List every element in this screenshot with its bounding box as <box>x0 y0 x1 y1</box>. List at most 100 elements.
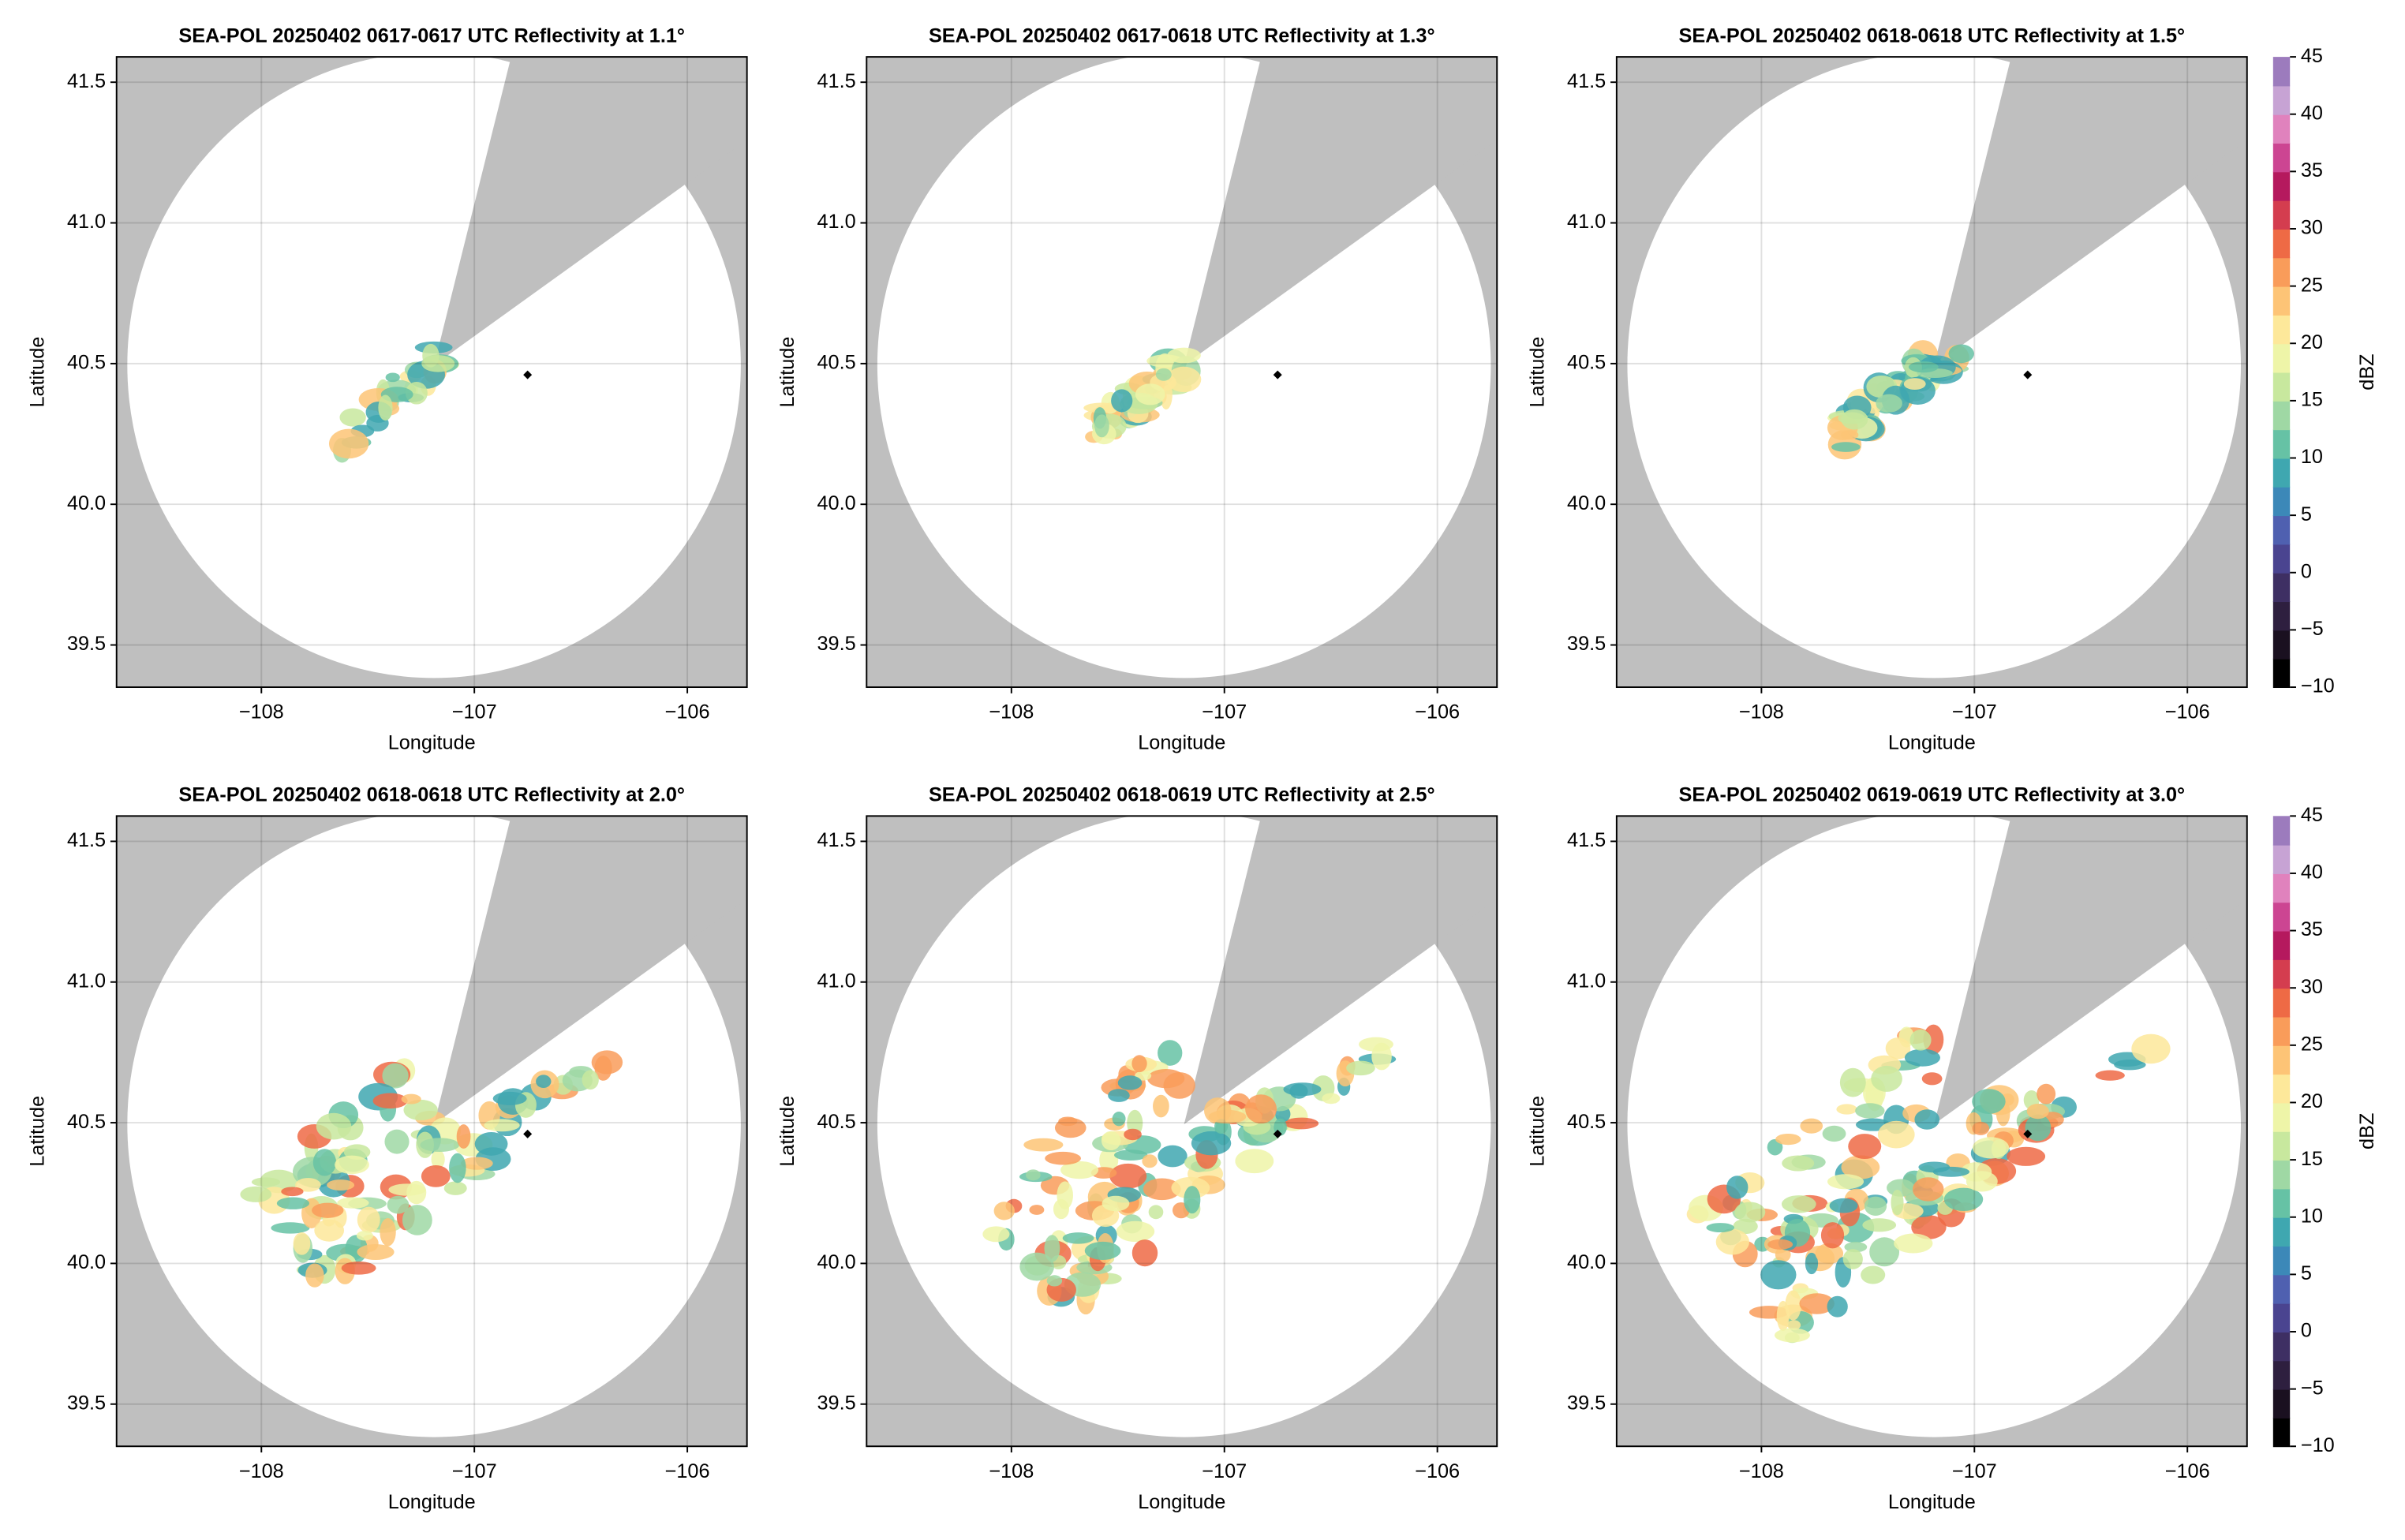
colorbar-cell <box>2272 343 2291 373</box>
echo <box>2095 1070 2125 1081</box>
colorbar-cell <box>2272 458 2291 488</box>
echo <box>1167 347 1201 364</box>
echo <box>1114 1149 1148 1161</box>
echo <box>1112 1112 1126 1127</box>
plot-frame <box>115 56 748 689</box>
chart-title: SEA-POL 20250402 0618-0619 UTC Reflectiv… <box>929 784 1435 806</box>
chart-title: SEA-POL 20250402 0618-0618 UTC Reflectiv… <box>178 784 685 806</box>
panel: −108 −107 −106 39.5 40.0 40.5 41.0 41.5 SEA-POL … <box>776 24 1498 754</box>
echo <box>1062 1232 1094 1244</box>
echo <box>1838 412 1865 424</box>
plot-area <box>866 57 1498 688</box>
echo <box>1786 1320 1801 1331</box>
plot-area <box>116 57 747 688</box>
echo <box>1800 1118 1823 1134</box>
x-axis-label: Longitude <box>388 732 476 754</box>
x-axis-label: Longitude <box>1888 1491 1976 1513</box>
colorbar-tick-label: 15 <box>2301 1148 2323 1170</box>
echo <box>1972 1121 1990 1135</box>
echo <box>341 1261 376 1275</box>
x-axis-label: Longitude <box>1138 1491 1225 1513</box>
echo <box>1774 1328 1810 1343</box>
blocked-sector <box>1184 57 1498 365</box>
echo <box>1775 1133 1801 1146</box>
echo <box>1861 1265 1886 1284</box>
colorbar-tick-label: 35 <box>2301 918 2323 940</box>
colorbar-tick-label: 35 <box>2301 159 2323 181</box>
y-axis-label: Latitude <box>1526 1096 1548 1167</box>
colorbar-cell <box>2272 400 2291 431</box>
echo <box>312 1149 337 1176</box>
colorbar-cell <box>2272 114 2291 144</box>
y-axis-label: Latitude <box>776 337 799 408</box>
x-tick-label: −108 <box>1739 1460 1784 1482</box>
echo <box>421 355 455 372</box>
y-tick-label: 39.5 <box>817 1392 855 1414</box>
echo <box>492 1091 527 1105</box>
colorbar-cell <box>2272 601 2291 631</box>
colorbar-tick-label: 10 <box>2301 1205 2323 1227</box>
colorbar-tick-label: 0 <box>2301 560 2312 582</box>
echo <box>327 1179 355 1191</box>
plot-frame <box>115 815 748 1448</box>
echo <box>1158 1040 1183 1066</box>
plot-frame <box>866 815 1498 1448</box>
y-axis-label: Latitude <box>26 1096 48 1167</box>
echo <box>402 1205 432 1235</box>
plot-area <box>116 816 747 1447</box>
echo <box>1734 1202 1766 1223</box>
echo <box>387 1195 410 1214</box>
colorbar-cell <box>2272 228 2291 259</box>
echo <box>1877 1120 1915 1149</box>
echo <box>474 1132 508 1156</box>
echo <box>1135 383 1165 406</box>
colorbar-cell <box>2272 844 2291 874</box>
colorbar-tick-label: 15 <box>2301 389 2323 411</box>
echo <box>1822 1125 1846 1142</box>
echo <box>305 1263 324 1288</box>
colorbar-cell <box>2272 1045 2291 1075</box>
plot-area <box>866 816 1498 1447</box>
echo <box>1827 1295 1848 1318</box>
y-tick-label: 41.5 <box>67 829 106 851</box>
colorbar-cell <box>2272 57 2291 87</box>
echo <box>240 1186 272 1202</box>
echo <box>1785 1290 1801 1321</box>
echo <box>312 1202 344 1218</box>
y-tick-label: 40.5 <box>67 1111 106 1133</box>
echo <box>1155 368 1172 381</box>
echo <box>1869 1237 1900 1267</box>
x-tick-label: −106 <box>2165 1460 2210 1482</box>
y-axis-label: Latitude <box>1526 337 1548 408</box>
colorbar-tick-label: 40 <box>2301 102 2323 124</box>
y-tick-label: 39.5 <box>67 633 106 655</box>
y-tick-label: 40.0 <box>1567 1251 1606 1273</box>
echo <box>1046 1275 1063 1287</box>
echo <box>1111 389 1133 413</box>
plot-frame <box>866 56 1498 689</box>
echo <box>316 1112 352 1140</box>
colorbar-cell <box>2272 1331 2291 1362</box>
echo <box>1815 1243 1844 1264</box>
y-tick-label: 41.5 <box>1567 829 1606 851</box>
echo <box>1805 1252 1819 1275</box>
panel: −108 −107 −106 39.5 40.0 40.5 41.0 41.5 SEA-POL … <box>1526 784 2378 1513</box>
colorbar-cell <box>2272 200 2291 230</box>
echo <box>403 1099 438 1121</box>
echo <box>1911 1215 1947 1239</box>
echo <box>1862 1218 1897 1232</box>
colorbar-cell <box>2272 1016 2291 1046</box>
plot-frame <box>1615 815 2248 1448</box>
echo <box>1836 1104 1857 1115</box>
colorbar-cell <box>2272 257 2291 287</box>
blocked-sector <box>1934 816 2247 1125</box>
colorbar-cell <box>2272 1188 2291 1218</box>
x-tick-label: −106 <box>1415 701 1460 723</box>
echo <box>356 1231 374 1241</box>
echo <box>380 1218 396 1247</box>
colorbar-cell <box>2272 429 2291 459</box>
echo <box>1829 1198 1858 1213</box>
echo <box>335 1155 369 1175</box>
echo <box>1848 1134 1882 1160</box>
